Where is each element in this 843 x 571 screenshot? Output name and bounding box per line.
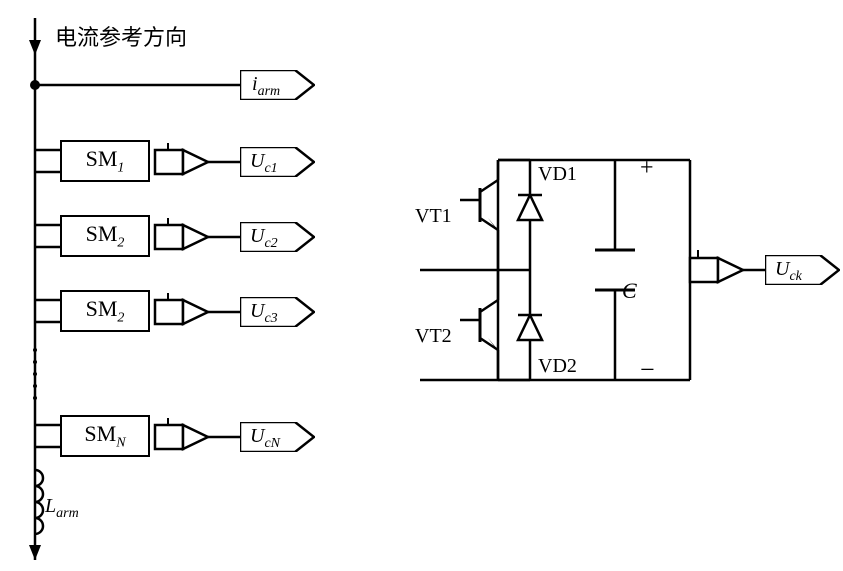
vt1-label: VT1	[415, 205, 452, 228]
sm1-sub: 1	[117, 160, 124, 175]
uc3-U: U	[250, 300, 264, 322]
vt2-igbt	[460, 270, 498, 380]
vt2-label: VT2	[415, 325, 452, 348]
uck-sub: ck	[789, 269, 801, 284]
sm2-label: SM	[86, 221, 118, 246]
sm2-box: SM2	[60, 215, 150, 257]
ucN-arrow: UcN	[240, 422, 315, 452]
Larm-L: L	[45, 495, 56, 517]
bottom-arrow	[29, 545, 41, 560]
Larm-sub: arm	[56, 506, 79, 521]
plus-label: +	[640, 155, 654, 182]
cap-label: C	[622, 278, 637, 304]
uc1-sub: c1	[264, 161, 277, 176]
inductor-label: Larm	[45, 495, 79, 522]
smN-box: SMN	[60, 415, 150, 457]
iarm-sub: arm	[258, 84, 281, 99]
ucN-sub: cN	[264, 436, 280, 451]
ucN-U: U	[250, 425, 264, 447]
current-ref-heading: 电流参考方向	[55, 20, 187, 52]
sm3-label: SM	[86, 296, 118, 321]
submodule-circuit	[420, 160, 765, 380]
sm3-box: SM2	[60, 290, 150, 332]
uck-U: U	[775, 258, 789, 280]
vt1-igbt	[460, 160, 498, 270]
uc2-sub: c2	[264, 236, 277, 251]
smN-sub: N	[116, 435, 125, 450]
uc1-arrow: Uc1	[240, 147, 315, 177]
uck-arrow: Uck	[765, 255, 840, 285]
vd1-label: VD1	[538, 163, 577, 186]
uc1-U: U	[250, 150, 264, 172]
vd2-label: VD2	[538, 355, 577, 378]
uc3-arrow: Uc3	[240, 297, 315, 327]
uc2-U: U	[250, 225, 264, 247]
uc3-sub: c3	[264, 311, 277, 326]
uc2-arrow: Uc2	[240, 222, 315, 252]
minus-label: −	[640, 355, 655, 385]
vd1-diode	[498, 160, 542, 270]
sm3-sub: 2	[117, 310, 124, 325]
arm-svg	[0, 0, 843, 571]
smN-label: SM	[84, 421, 116, 446]
sm1-label: SM	[86, 146, 118, 171]
sm1-box: SM1	[60, 140, 150, 182]
sm2-sub: 2	[117, 235, 124, 250]
current-ref-arrow	[29, 18, 41, 55]
iarm-arrow-label: iarm	[240, 70, 315, 100]
